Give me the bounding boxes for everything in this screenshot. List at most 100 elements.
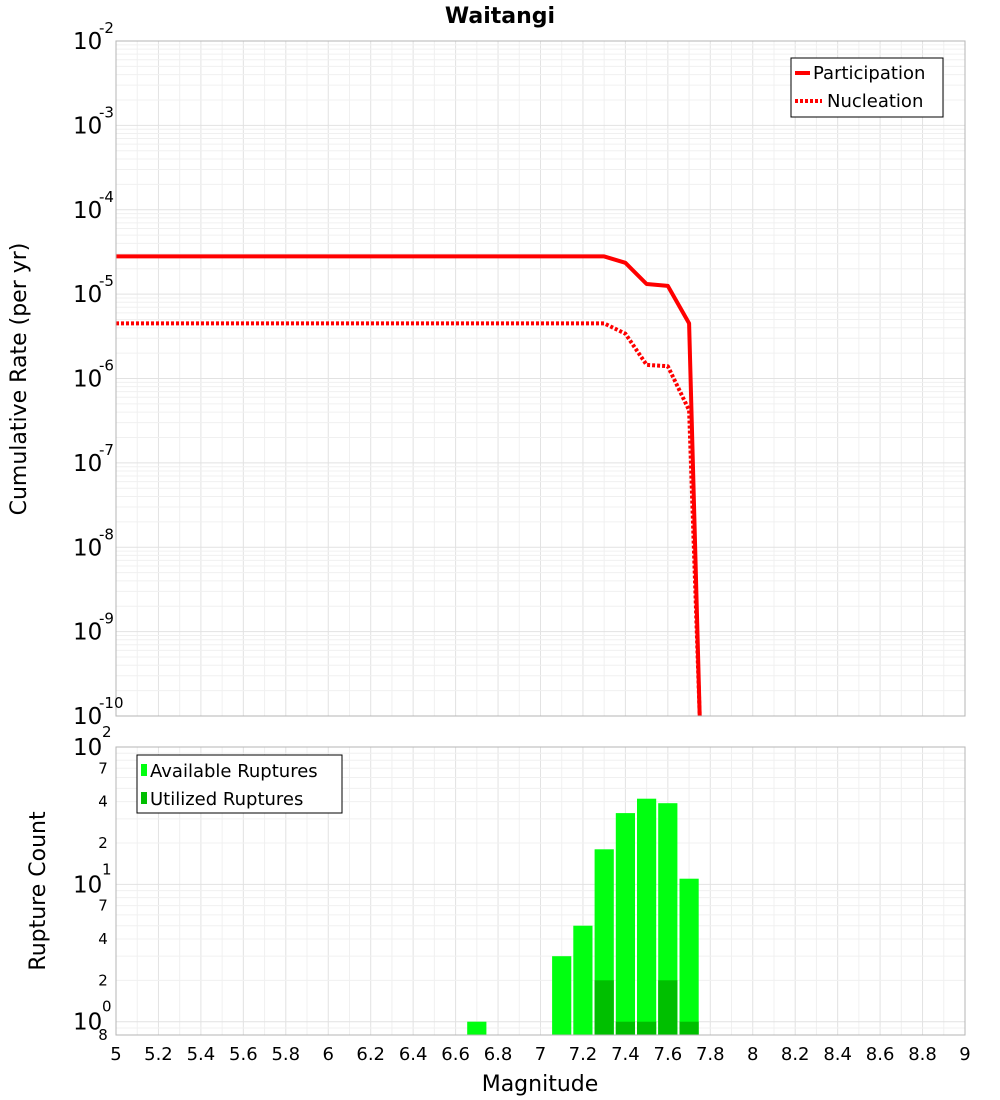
top-legend-box xyxy=(790,57,944,118)
legend-nucleation-label: Nucleation xyxy=(827,91,923,112)
bar-available xyxy=(467,1021,487,1035)
y-tick-exponent: -4 xyxy=(99,188,114,206)
y-tick-exponent: -10 xyxy=(99,694,124,712)
y-tick-base: 10 xyxy=(73,535,102,561)
x-tick-label: 5 xyxy=(110,1044,121,1065)
x-tick-label: 5.2 xyxy=(144,1044,173,1065)
chart-title: Waitangi xyxy=(445,4,555,29)
bottom-grid xyxy=(115,746,966,1036)
bar-available xyxy=(573,925,593,1035)
y-tick-base: 10 xyxy=(73,704,102,730)
x-tick-label: 7.2 xyxy=(569,1044,598,1065)
y-tick-exponent: 0 xyxy=(102,998,112,1016)
bottom-y-minor-tick: 4 xyxy=(98,793,108,811)
x-tick-label: 7.4 xyxy=(611,1044,640,1065)
bottom-legend-box xyxy=(136,754,343,814)
y-tick-base: 10 xyxy=(73,735,102,761)
bar-available xyxy=(679,878,699,1035)
bar-available xyxy=(615,813,635,1035)
top-y-tick-label: 10-6 xyxy=(73,357,114,393)
bar-available xyxy=(658,803,678,1035)
legend-utilized-label: Utilized Ruptures xyxy=(150,789,303,810)
y-tick-base: 10 xyxy=(73,620,102,646)
bottom-y-minor-tick: 4 xyxy=(98,930,108,948)
bar-utilized xyxy=(637,1021,657,1035)
top-y-tick-label: 10-2 xyxy=(73,19,114,55)
bar-utilized xyxy=(679,1021,699,1035)
y-tick-exponent: -9 xyxy=(99,610,114,628)
bottom-y-major-tick: 101 xyxy=(73,860,112,898)
bar-available xyxy=(552,956,572,1035)
x-tick-label: 7.6 xyxy=(654,1044,683,1065)
x-tick-label: 8.4 xyxy=(823,1044,852,1065)
bottom-y-minor-tick: 2 xyxy=(98,971,108,989)
x-tick-label: 8 xyxy=(747,1044,758,1065)
x-axis-title: Magnitude xyxy=(482,1072,599,1097)
top-y-tick-label: 10-8 xyxy=(73,525,114,561)
top-grid xyxy=(115,41,966,717)
x-tick-label: 8.8 xyxy=(908,1044,937,1065)
top-legend: Participation Nucleation xyxy=(790,57,944,118)
top-y-tick-label: 10-4 xyxy=(73,188,114,224)
bar-available xyxy=(637,798,657,1035)
bar-utilized xyxy=(615,1021,635,1035)
top-plot-frame xyxy=(115,40,966,717)
x-tick-label: 7 xyxy=(535,1044,546,1065)
top-y-tick-label: 10-3 xyxy=(73,103,114,139)
top-y-ticks: 10-210-310-410-510-610-710-810-910-10 xyxy=(73,19,124,730)
bottom-plot-frame xyxy=(115,746,966,1036)
bottom-y-major-tick: 102 xyxy=(73,723,112,761)
bottom-y-minor-tick: 8 xyxy=(98,1026,108,1044)
y-tick-exponent: 1 xyxy=(102,860,112,878)
top-y-tick-label: 10-7 xyxy=(73,441,114,477)
x-tick-label: 6.6 xyxy=(441,1044,470,1065)
legend-available-label: Available Ruptures xyxy=(150,761,318,782)
y-tick-exponent: -8 xyxy=(99,525,114,543)
bottom-y-minor-tick: 7 xyxy=(98,759,108,777)
y-tick-base: 10 xyxy=(73,451,102,477)
top-y-tick-label: 10-5 xyxy=(73,272,114,308)
y-tick-base: 10 xyxy=(73,113,102,139)
bottom-y-minor-tick: 2 xyxy=(98,834,108,852)
y-tick-exponent: 2 xyxy=(102,723,112,741)
y-tick-exponent: -3 xyxy=(99,103,114,121)
y-tick-exponent: -2 xyxy=(99,19,114,37)
x-tick-label: 6.2 xyxy=(356,1044,385,1065)
legend-utilized-swatch xyxy=(141,792,147,804)
bottom-legend: Available Ruptures Utilized Ruptures xyxy=(136,754,343,814)
bottom-bars-layer xyxy=(467,798,699,1035)
bottom-y-major-tick: 100 xyxy=(73,998,112,1036)
cumulative-rate-panel: 10-210-310-410-510-610-710-810-910-10 Cu… xyxy=(7,19,966,730)
bar-utilized xyxy=(658,980,678,1035)
x-tick-label: 6 xyxy=(323,1044,334,1065)
x-tick-label: 5.4 xyxy=(187,1044,216,1065)
x-tick-label: 5.6 xyxy=(229,1044,258,1065)
y-tick-exponent: -6 xyxy=(99,357,114,375)
x-tick-label: 8.2 xyxy=(781,1044,810,1065)
y-tick-exponent: -5 xyxy=(99,272,114,290)
legend-participation-label: Participation xyxy=(813,63,925,84)
top-y-axis-title: Cumulative Rate (per yr) xyxy=(7,243,32,516)
top-y-tick-label: 10-10 xyxy=(73,694,124,730)
top-y-tick-label: 10-9 xyxy=(73,610,114,646)
y-tick-base: 10 xyxy=(73,1010,102,1036)
x-ticks: 5 5.2 5.4 5.6 5.8 6 6.2 6.4 6.6 6.8 7 7.2 7.4 7.6 7.8 8… xyxy=(110,1044,970,1065)
y-tick-base: 10 xyxy=(73,29,102,55)
top-series-layer xyxy=(116,254,702,717)
x-tick-label: 6.4 xyxy=(399,1044,428,1065)
bottom-y-axis-title: Rupture Count xyxy=(26,811,51,971)
legend-available-swatch xyxy=(141,764,147,776)
x-tick-label: 8.6 xyxy=(866,1044,895,1065)
x-tick-label: 7.8 xyxy=(696,1044,725,1065)
y-tick-base: 10 xyxy=(73,872,102,898)
y-tick-exponent: -7 xyxy=(99,441,114,459)
bottom-y-minor-tick: 7 xyxy=(98,897,108,915)
x-tick-label: 5.8 xyxy=(271,1044,300,1065)
x-tick-label: 6.8 xyxy=(484,1044,513,1065)
bar-utilized xyxy=(594,980,614,1035)
y-tick-base: 10 xyxy=(73,367,102,393)
x-tick-label: 9 xyxy=(959,1044,970,1065)
